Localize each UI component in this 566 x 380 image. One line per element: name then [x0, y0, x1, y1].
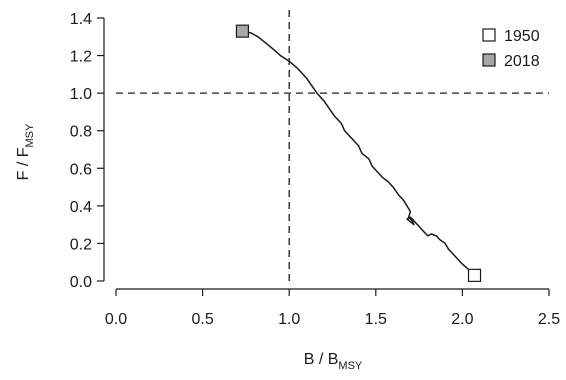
- legend-label-2018: 2018: [504, 53, 540, 70]
- legend-marker-2018: [482, 53, 496, 67]
- legend-marker-1950: [482, 28, 496, 42]
- x-axis-label: B / BMSY: [304, 351, 363, 372]
- y-tick-label: 0.6: [70, 161, 92, 178]
- legend: 1950 2018: [482, 28, 540, 70]
- x-tick-label: 1.0: [278, 311, 300, 328]
- x-tick-label: 0.5: [191, 311, 213, 328]
- y-tick-label: 0.8: [70, 124, 92, 141]
- legend-label-1950: 1950: [504, 28, 540, 45]
- x-tick-label: 0.0: [105, 311, 127, 328]
- marker-1950: [467, 268, 482, 282]
- y-tick-label: 1.0: [70, 86, 92, 103]
- marker-2018: [235, 24, 250, 38]
- plot-area: 0.0 0.5 1.0 1.5 2.0 2.5 0.0 0.2 0.4 0.6 0.8 1.0 1.2 1…: [70, 10, 560, 328]
- y-tick-label: 0.4: [70, 199, 92, 216]
- y-tick-label: 1.4: [70, 11, 92, 28]
- y-tick-label: 1.2: [70, 49, 92, 66]
- series-line: [242, 30, 476, 276]
- x-tick-label: 2.5: [538, 311, 560, 328]
- x-tick-label: 2.0: [451, 311, 473, 328]
- x-tick-label: 1.5: [365, 311, 387, 328]
- y-tick-label: 0.0: [70, 274, 92, 291]
- y-axis-label: F / FMSY: [15, 123, 36, 180]
- y-tick-label: 0.2: [70, 236, 92, 253]
